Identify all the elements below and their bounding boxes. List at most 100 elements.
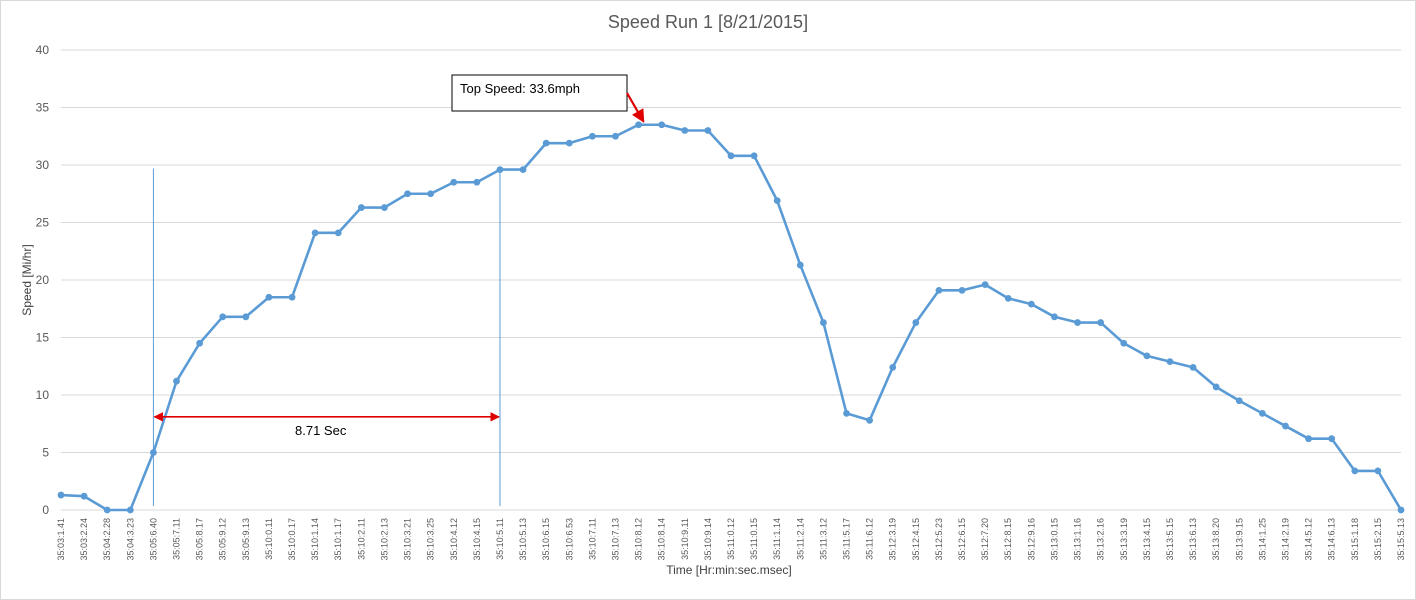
x-tick-label: 35:11:1.14 — [772, 518, 782, 560]
data-point — [103, 506, 111, 514]
x-tick-label: 35:13:6.13 — [1188, 518, 1198, 561]
data-point — [565, 139, 573, 147]
x-tick-label: 35:10:0.11 — [264, 518, 274, 560]
top-speed-callout-box — [451, 74, 628, 112]
y-axis-ticks: 0 5 10 15 20 25 30 35 40 — [36, 43, 50, 517]
x-tick-label: 35:13:5.15 — [1165, 518, 1175, 561]
y-tick-label: 5 — [42, 446, 49, 460]
data-point — [1374, 467, 1382, 475]
x-tick-label: 35:12:8.15 — [1003, 518, 1013, 561]
x-tick-label: 35:10:6.15 — [541, 518, 551, 561]
data-point — [912, 319, 920, 326]
x-tick-label: 35:13:9.15 — [1234, 518, 1244, 561]
x-tick-label: 35:10:4.15 — [472, 518, 482, 561]
data-point — [1143, 352, 1151, 360]
data-point — [1235, 397, 1243, 405]
data-point — [889, 364, 897, 371]
data-point — [1027, 300, 1035, 308]
x-tick-label: 35:13:8.20 — [1211, 518, 1221, 561]
x-tick-label: 35:14:2.19 — [1280, 518, 1290, 561]
data-point — [1097, 319, 1105, 326]
x-tick-label: 35:13:0.15 — [1049, 518, 1059, 561]
data-point — [1305, 435, 1312, 443]
data-point — [1120, 339, 1128, 347]
x-tick-label: 35:12:3.19 — [888, 518, 898, 561]
data-point — [450, 178, 458, 186]
x-tick-label: 35:10:2.13 — [379, 518, 389, 561]
data-point — [935, 286, 943, 294]
x-tick-label: 35:05:8.17 — [195, 518, 205, 561]
data-point — [1166, 358, 1174, 366]
gridlines — [61, 49, 1401, 511]
x-axis-title: Time [Hr:min:sec.msec] — [666, 563, 792, 577]
y-axis-title: Speed [Mi/hr] — [20, 244, 34, 315]
data-point — [427, 190, 435, 198]
data-point — [80, 492, 88, 500]
y-tick-label: 20 — [36, 273, 50, 287]
data-point — [612, 132, 619, 140]
x-tick-label: 35:10:9.14 — [703, 518, 713, 561]
data-point — [866, 416, 874, 424]
x-tick-label: 35:10:1.14 — [310, 518, 320, 561]
x-tick-label: 35:05:7.11 — [172, 518, 182, 560]
x-tick-label: 35:12:4.15 — [911, 518, 921, 561]
x-tick-label: 35:10:2.11 — [356, 518, 366, 560]
x-tick-label: 35:10:5.11 — [495, 518, 505, 560]
data-point — [150, 449, 157, 456]
x-tick-label: 35:12:7.20 — [980, 518, 990, 561]
data-point — [1051, 313, 1058, 321]
x-tick-label: 35:03:1.41 — [56, 518, 66, 561]
data-point — [1212, 383, 1220, 391]
x-tick-label: 35:15:5.13 — [1396, 518, 1406, 561]
x-tick-label: 35:11:0.15 — [749, 518, 759, 560]
x-tick-label: 35:13:1.16 — [1073, 518, 1083, 561]
x-tick-label: 35:13:4.15 — [1142, 518, 1152, 561]
x-tick-label: 35:10:7.11 — [587, 518, 597, 560]
data-point — [334, 229, 342, 237]
data-point — [750, 152, 758, 160]
data-point — [519, 166, 527, 174]
data-point — [542, 139, 550, 147]
data-point — [242, 313, 250, 321]
data-point — [820, 319, 827, 326]
y-tick-label: 10 — [36, 388, 50, 402]
data-point — [381, 204, 388, 211]
annotations: Top Speed: 33.6mph 8.71 Sec — [153, 74, 645, 438]
x-tick-label: 35:11:2.14 — [795, 518, 805, 560]
x-tick-label: 35:10:3.21 — [403, 518, 413, 561]
x-tick-label: 35:10:5.13 — [518, 518, 528, 561]
x-tick-label: 35:11:6.12 — [865, 518, 875, 560]
x-tick-label: 35:05:9.12 — [218, 518, 228, 561]
data-point — [773, 197, 781, 205]
x-tick-label: 35:10:3.25 — [426, 518, 436, 561]
data-point — [635, 121, 642, 129]
x-tick-label: 35:10:7.13 — [610, 518, 620, 561]
x-tick-label: 35:03:2.24 — [79, 518, 89, 561]
x-tick-label: 35:05:9.13 — [241, 518, 251, 561]
x-tick-label: 35:10:0.17 — [287, 518, 297, 561]
data-point — [1189, 364, 1197, 371]
top-speed-label: Top Speed: 33.6mph — [460, 81, 580, 96]
top-speed-arrow — [626, 92, 645, 123]
data-point — [219, 313, 227, 321]
data-point — [357, 204, 365, 211]
x-tick-label: 35:11:3.12 — [818, 518, 828, 560]
data-point — [658, 121, 666, 129]
data-point — [796, 261, 804, 269]
x-tick-label: 35:14:1.25 — [1257, 518, 1267, 561]
x-axis-ticks: 35:03:1.41 35:03:2.24 35:04:2.28 35:04:3.23… — [56, 518, 1406, 561]
data-point — [958, 286, 966, 294]
data-point — [588, 132, 596, 140]
data-point — [473, 178, 481, 186]
x-tick-label: 35:10:8.14 — [657, 518, 667, 561]
data-point — [265, 293, 273, 301]
x-tick-label: 35:10:4.12 — [449, 518, 459, 561]
x-tick-label: 35:10:6.53 — [564, 518, 574, 561]
x-tick-label: 35:12:9.16 — [1026, 518, 1036, 561]
data-point — [681, 127, 689, 134]
y-tick-label: 15 — [36, 331, 50, 345]
chart-title: Speed Run 1 [8/21/2015] — [608, 12, 808, 32]
data-point — [1004, 295, 1012, 302]
